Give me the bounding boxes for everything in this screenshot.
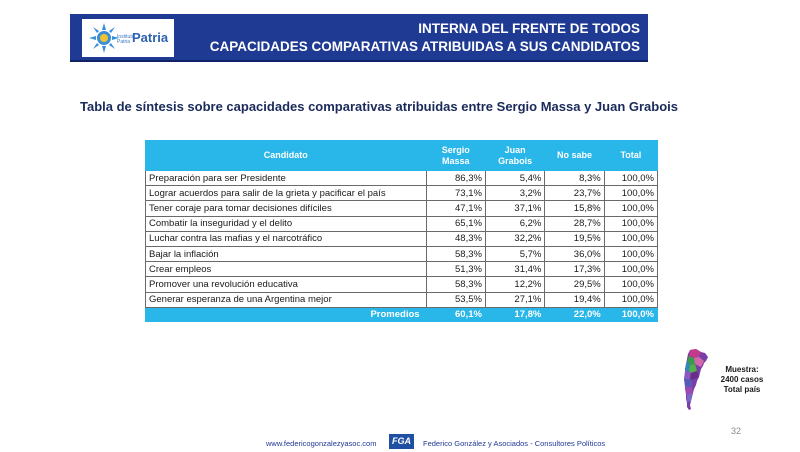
table-row: Generar esperanza de una Argentina mejor… (145, 291, 659, 308)
table-header-row: Candidato Sergio Massa Juan Grabois No s… (145, 140, 659, 171)
row-label: Lograr acuerdos para salir de la grieta … (145, 185, 427, 202)
avg-massa: 60,1% (425, 306, 486, 322)
table-subtitle: Tabla de síntesis sobre capacidades comp… (80, 99, 678, 114)
table-row: Tener coraje para tomar decisiones difíc… (145, 200, 659, 217)
cell-nosabe: 19,4% (544, 291, 605, 308)
fga-logo: FGA (389, 434, 414, 449)
average-label: Promedios (145, 306, 427, 322)
cell-nosabe: 15,8% (544, 200, 605, 217)
table-row: Bajar la inflación 58,3% 5,7% 36,0% 100,… (145, 245, 659, 263)
row-label: Bajar la inflación (145, 245, 427, 263)
cell-grabois: 27,1% (484, 291, 546, 308)
banner-title-line1: INTERNA DEL FRENTE DE TODOS (418, 21, 640, 36)
footer-url-link[interactable]: www.federicogonzalezyasoc.com (266, 439, 377, 448)
banner-title: INTERNA DEL FRENTE DE TODOS CAPACIDADES … (210, 20, 640, 56)
header-total: Total (603, 140, 659, 171)
cell-massa: 58,3% (425, 245, 486, 263)
footer-firm-name: Federico González y Asociados - Consulto… (423, 439, 606, 448)
banner-title-line2: CAPACIDADES COMPARATIVAS ATRIBUIDAS A SU… (209, 39, 640, 54)
avg-nosabe: 22,0% (544, 306, 605, 322)
logo-small-text: Instituto Patria (117, 34, 135, 45)
table-row: Lograr acuerdos para salir de la grieta … (145, 185, 659, 202)
table-row: Luchar contra las mafias y el narcotráfi… (145, 230, 659, 247)
cell-total: 100,0% (603, 276, 659, 293)
average-row: Promedios 60,1% 17,8% 22,0% 100,0% (145, 306, 659, 322)
cell-massa: 48,3% (425, 230, 486, 247)
logo-text: Patria (132, 30, 169, 45)
header-massa: Sergio Massa (425, 140, 486, 171)
sample-label: Muestra: (725, 365, 759, 374)
cell-total: 100,0% (603, 200, 659, 217)
table-row: Combatir la inseguridad y el delito 65,1… (145, 215, 659, 232)
cell-total: 100,0% (603, 230, 659, 247)
cell-nosabe: 29,5% (544, 276, 605, 293)
cell-massa: 47,1% (425, 200, 486, 217)
table-row: Preparación para ser Presidente 86,3% 5,… (145, 169, 659, 187)
argentina-map-icon (684, 349, 708, 410)
row-label: Crear empleos (145, 261, 427, 278)
cell-grabois: 12,2% (484, 276, 546, 293)
synthesis-table: Candidato Sergio Massa Juan Grabois No s… (145, 140, 659, 322)
cell-massa: 58,3% (425, 276, 486, 293)
avg-grabois: 17,8% (484, 306, 546, 322)
header-grabois: Juan Grabois (484, 140, 546, 171)
cell-massa: 53,5% (425, 291, 486, 308)
row-label: Generar esperanza de una Argentina mejor (145, 291, 427, 308)
cell-total: 100,0% (603, 215, 659, 232)
cell-nosabe: 17,3% (544, 261, 605, 278)
page-number: 32 (731, 426, 742, 436)
cell-total: 100,0% (603, 261, 659, 278)
cell-grabois: 37,1% (484, 200, 546, 217)
table-row: Crear empleos 51,3% 31,4% 17,3% 100,0% (145, 261, 659, 278)
avg-total: 100,0% (603, 306, 659, 322)
cell-grabois: 5,4% (484, 169, 546, 187)
cell-massa: 86,3% (425, 169, 486, 187)
header-candidato: Candidato (145, 140, 427, 171)
row-label: Promover una revolución educativa (145, 276, 427, 293)
sample-info: Muestra: 2400 casos Total país (712, 365, 772, 395)
cell-total: 100,0% (603, 185, 659, 202)
row-label: Preparación para ser Presidente (145, 169, 427, 187)
row-label: Tener coraje para tomar decisiones difíc… (145, 200, 427, 217)
cell-grabois: 3,2% (484, 185, 546, 202)
cell-massa: 51,3% (425, 261, 486, 278)
cell-grabois: 5,7% (484, 245, 546, 263)
row-label: Luchar contra las mafias y el narcotráfi… (145, 230, 427, 247)
sample-scope: Total país (723, 385, 761, 394)
cell-grabois: 6,2% (484, 215, 546, 232)
cell-nosabe: 19,5% (544, 230, 605, 247)
header-banner: Instituto Patria Patria INTERNA DEL FREN… (70, 14, 648, 62)
cell-grabois: 32,2% (484, 230, 546, 247)
cell-massa: 73,1% (425, 185, 486, 202)
cell-nosabe: 8,3% (544, 169, 605, 187)
cell-total: 100,0% (603, 291, 659, 308)
cell-grabois: 31,4% (484, 261, 546, 278)
header-nosabe: No sabe (544, 140, 605, 171)
instituto-patria-logo: Instituto Patria Patria (82, 19, 174, 57)
cell-nosabe: 23,7% (544, 185, 605, 202)
cell-nosabe: 36,0% (544, 245, 605, 263)
cell-massa: 65,1% (425, 215, 486, 232)
table-row: Promover una revolución educativa 58,3% … (145, 276, 659, 293)
cell-total: 100,0% (603, 169, 659, 187)
cell-nosabe: 28,7% (544, 215, 605, 232)
sun-logo-icon (89, 23, 119, 53)
sample-cases: 2400 casos (720, 375, 764, 384)
cell-total: 100,0% (603, 245, 659, 263)
row-label: Combatir la inseguridad y el delito (145, 215, 427, 232)
